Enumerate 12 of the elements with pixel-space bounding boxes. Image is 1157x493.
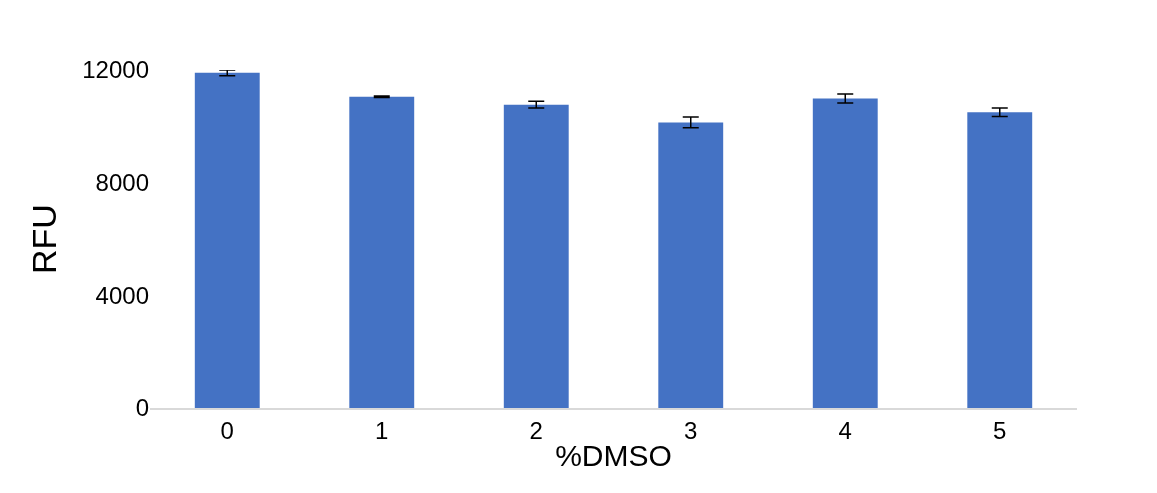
x-tick-label: 1 bbox=[375, 416, 389, 444]
x-tick-label: 5 bbox=[993, 416, 1007, 444]
x-tick-label: 4 bbox=[838, 416, 852, 444]
x-axis-title: %DMSO bbox=[555, 438, 672, 472]
y-tick-label: 4000 bbox=[95, 281, 149, 309]
x-tick-label: 0 bbox=[220, 416, 234, 444]
y-tick-label: 0 bbox=[135, 394, 149, 422]
x-tick-label: 3 bbox=[684, 416, 698, 444]
y-tick-label: 12000 bbox=[82, 56, 149, 84]
x-tick-label: 2 bbox=[529, 416, 543, 444]
y-tick-label: 8000 bbox=[95, 169, 149, 197]
y-axis-title: RFU bbox=[24, 204, 63, 274]
